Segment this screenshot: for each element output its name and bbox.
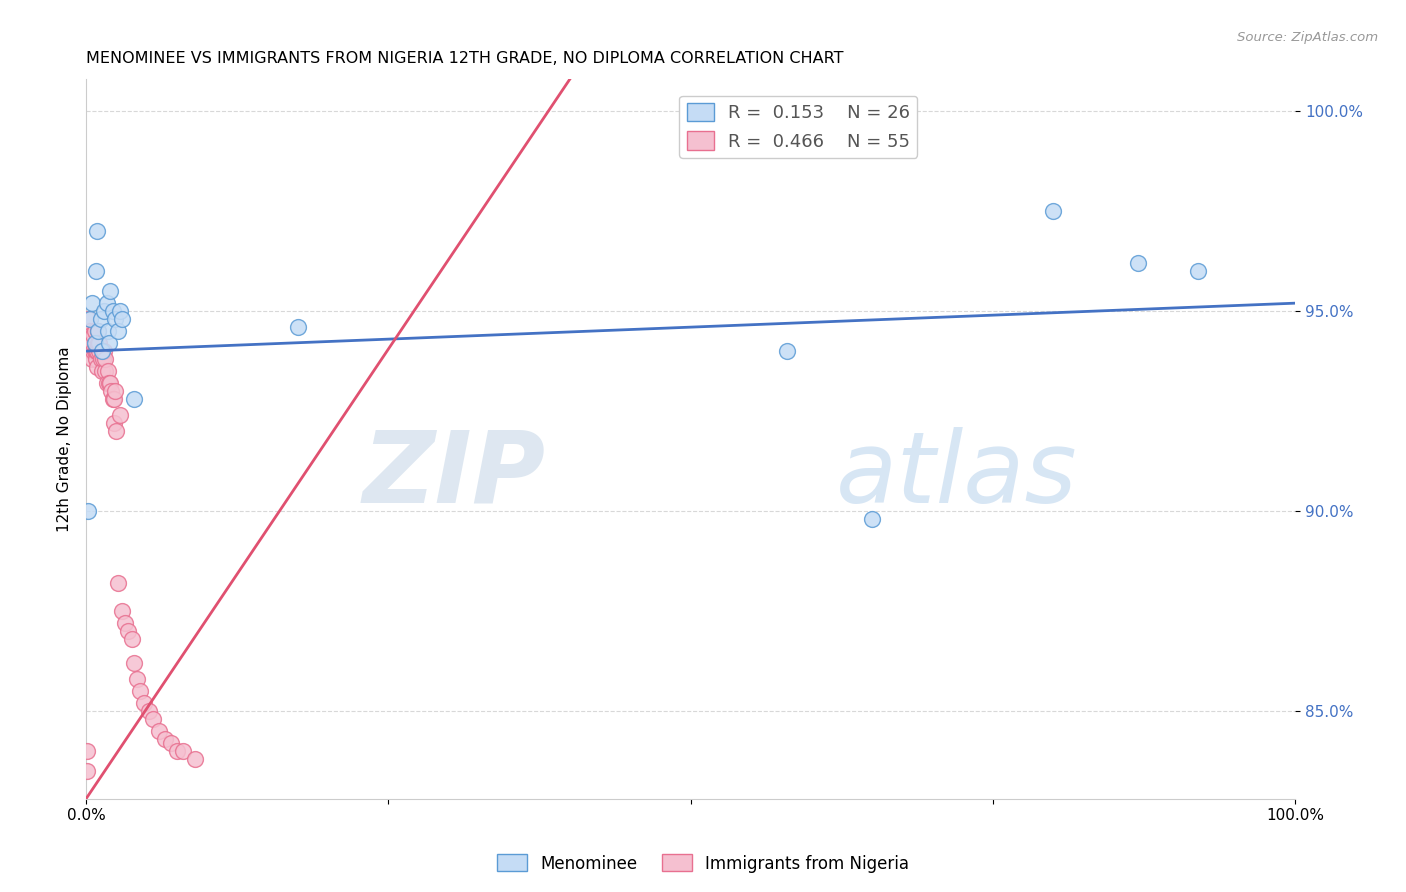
Point [80, 344, 103, 359]
Point [90, 312, 112, 326]
Point [108, 304, 131, 318]
Point [84, 264, 107, 278]
Point [153, 731, 176, 746]
Point [76, 744, 98, 758]
Point [101, 304, 124, 318]
Point [105, 424, 128, 438]
Point [125, 672, 148, 686]
Point [98, 336, 121, 351]
Point [184, 752, 207, 766]
Text: ZIP: ZIP [363, 426, 546, 524]
Legend: R =  0.153    N = 26, R =  0.466    N = 55: R = 0.153 N = 26, R = 0.466 N = 55 [679, 95, 917, 158]
Point [87, 336, 110, 351]
Point [129, 683, 152, 698]
Text: atlas: atlas [835, 426, 1077, 524]
Point [103, 416, 125, 430]
Point [79, 324, 101, 338]
Y-axis label: 12th Grade, No Diploma: 12th Grade, No Diploma [58, 346, 72, 532]
Point [159, 736, 181, 750]
Point [87, 324, 110, 338]
Point [776, 344, 799, 359]
Point [98, 376, 121, 390]
Point [90, 352, 112, 367]
Point [104, 312, 127, 326]
Point [287, 320, 309, 334]
Point [87, 324, 110, 338]
Point [121, 632, 143, 646]
Point [97, 364, 120, 378]
Point [166, 744, 188, 758]
Point [86, 224, 108, 238]
Point [97, 324, 120, 338]
Point [82, 352, 104, 367]
Point [83, 336, 105, 351]
Point [91, 352, 114, 367]
Point [104, 384, 127, 398]
Point [132, 696, 155, 710]
Point [82, 328, 104, 343]
Point [101, 392, 124, 406]
Point [89, 344, 111, 359]
Point [84, 344, 107, 359]
Point [96, 296, 118, 310]
Point [117, 624, 139, 638]
Point [79, 336, 101, 351]
Text: Source: ZipAtlas.com: Source: ZipAtlas.com [1237, 31, 1378, 45]
Point [94, 364, 117, 378]
Point [79, 312, 101, 326]
Point [83, 324, 105, 338]
Point [1126, 256, 1149, 270]
Point [1187, 264, 1209, 278]
Point [98, 376, 121, 390]
Point [148, 723, 170, 738]
Point [82, 296, 104, 310]
Point [107, 576, 129, 591]
Point [124, 656, 146, 670]
Point [138, 704, 160, 718]
Point [96, 376, 118, 390]
Point [1042, 204, 1064, 219]
Point [98, 284, 121, 298]
Point [90, 344, 112, 359]
Point [86, 360, 108, 375]
Point [111, 604, 134, 618]
Point [860, 512, 883, 526]
Point [94, 352, 117, 367]
Point [89, 336, 111, 351]
Point [82, 336, 104, 351]
Point [93, 304, 115, 318]
Point [114, 615, 136, 630]
Point [93, 344, 115, 359]
Point [84, 352, 107, 367]
Point [80, 328, 103, 343]
Point [172, 744, 194, 758]
Point [103, 392, 125, 406]
Point [77, 312, 100, 326]
Point [90, 364, 112, 378]
Point [100, 384, 122, 398]
Legend: Menominee, Immigrants from Nigeria: Menominee, Immigrants from Nigeria [489, 847, 917, 880]
Point [83, 344, 105, 359]
Point [77, 504, 100, 518]
Point [86, 344, 108, 359]
Point [76, 764, 98, 778]
Point [111, 312, 134, 326]
Point [82, 344, 104, 359]
Text: MENOMINEE VS IMMIGRANTS FROM NIGERIA 12TH GRADE, NO DIPLOMA CORRELATION CHART: MENOMINEE VS IMMIGRANTS FROM NIGERIA 12T… [86, 51, 844, 66]
Point [108, 408, 131, 422]
Point [107, 324, 129, 338]
Point [124, 392, 146, 406]
Point [142, 712, 165, 726]
